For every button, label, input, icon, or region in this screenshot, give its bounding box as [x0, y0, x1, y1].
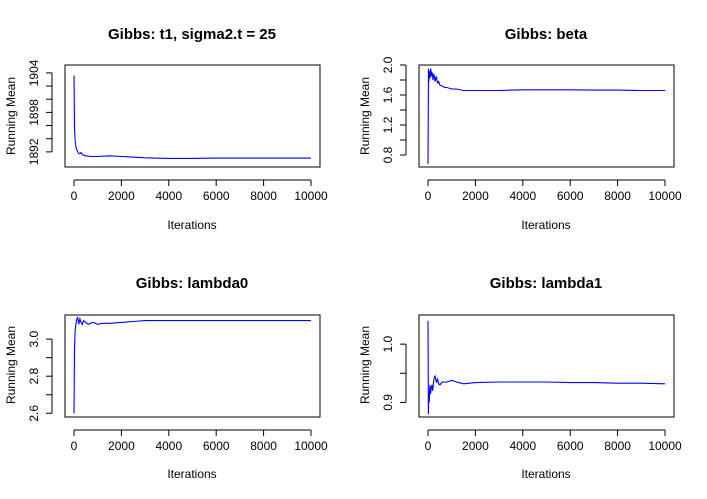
- x-tick-label: 0: [71, 189, 78, 203]
- x-tick-label: 4000: [509, 439, 536, 453]
- y-tick-label: 2.6: [27, 405, 41, 422]
- running-mean-line: [427, 68, 665, 165]
- chart-title: Gibbs: lambda1: [490, 275, 603, 292]
- x-tick-label: 2000: [462, 189, 489, 203]
- y-tick-label: 3.0: [27, 330, 41, 347]
- chart-title: Gibbs: beta: [505, 26, 588, 43]
- y-tick-label: 1.6: [381, 86, 395, 103]
- x-tick-label: 6000: [557, 189, 584, 203]
- panel-beta: Gibbs: beta Iterations Running Mean 0 200…: [358, 26, 682, 232]
- x-tick-label: 0: [425, 189, 432, 203]
- y-axis-label: Running Mean: [4, 326, 18, 404]
- chart-title: Gibbs: lambda0: [136, 275, 249, 292]
- x-tick-label: 6000: [203, 439, 230, 453]
- plot-frame: [418, 314, 675, 418]
- y-tick-label: 0.8: [381, 146, 395, 163]
- y-tick-label: 1.0: [381, 335, 395, 352]
- x-axis-label: Iterations: [167, 218, 216, 232]
- y-tick-label: 0.9: [381, 394, 395, 411]
- x-tick-label: 4000: [155, 439, 182, 453]
- running-mean-line: [73, 75, 311, 159]
- plot-frame: [64, 314, 321, 418]
- x-axis-label: Iterations: [521, 218, 570, 232]
- y-tick-label: 2.8: [27, 368, 41, 385]
- x-tick-label: 0: [425, 439, 432, 453]
- panel-t1: Gibbs: t1, sigma2.t = 25 Iterations Runn…: [4, 26, 328, 232]
- x-tick-label: 2000: [108, 439, 135, 453]
- x-tick-label: 4000: [509, 189, 536, 203]
- y-tick-label: 1892: [27, 138, 41, 165]
- running-mean-line: [427, 320, 666, 415]
- x-tick-label: 2000: [462, 439, 489, 453]
- plot-frame: [64, 64, 321, 168]
- x-tick-label: 8000: [250, 189, 277, 203]
- x-tick-label: 0: [71, 439, 78, 453]
- running-mean-line: [73, 316, 311, 414]
- panel-lambda1: Gibbs: lambda1 Iterations Running Mean 0…: [358, 275, 682, 481]
- x-tick-label: 6000: [203, 189, 230, 203]
- x-tick-label: 8000: [604, 439, 631, 453]
- x-tick-label: 10000: [648, 189, 682, 203]
- y-tick-label: 2.0: [381, 56, 395, 73]
- y-tick-label: 1.2: [381, 116, 395, 133]
- x-tick-label: 10000: [294, 189, 328, 203]
- y-axis-label: Running Mean: [358, 77, 372, 155]
- x-axis-label: Iterations: [521, 467, 570, 481]
- x-tick-label: 6000: [557, 439, 584, 453]
- x-axis-label: Iterations: [167, 467, 216, 481]
- x-tick-label: 10000: [648, 439, 682, 453]
- x-tick-label: 8000: [250, 439, 277, 453]
- panel-lambda0: Gibbs: lambda0 Iterations Running Mean 0…: [4, 275, 328, 481]
- y-axis-label: Running Mean: [358, 326, 372, 404]
- x-tick-label: 8000: [604, 189, 631, 203]
- y-axis-label: Running Mean: [4, 77, 18, 155]
- x-tick-label: 4000: [155, 189, 182, 203]
- plot-frame: [418, 64, 675, 168]
- chart-title: Gibbs: t1, sigma2.t = 25: [108, 26, 276, 43]
- y-tick-label: 1898: [27, 99, 41, 126]
- x-tick-label: 10000: [294, 439, 328, 453]
- y-tick-label: 1904: [27, 59, 41, 86]
- x-tick-label: 2000: [108, 189, 135, 203]
